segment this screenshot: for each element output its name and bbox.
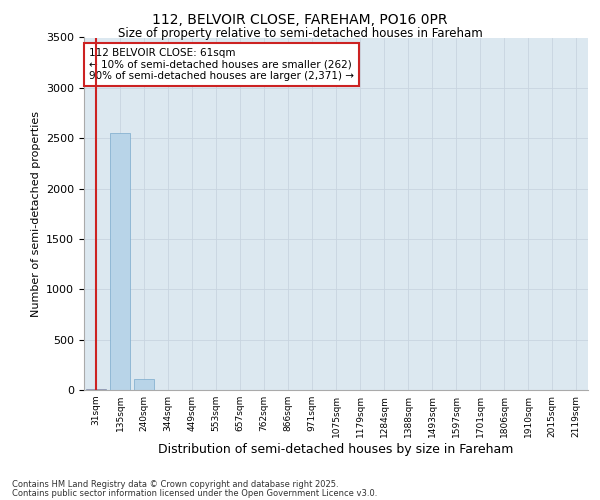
X-axis label: Distribution of semi-detached houses by size in Fareham: Distribution of semi-detached houses by … xyxy=(158,442,514,456)
Bar xyxy=(110,133,130,390)
Y-axis label: Number of semi-detached properties: Number of semi-detached properties xyxy=(31,111,41,317)
Text: 112 BELVOIR CLOSE: 61sqm
← 10% of semi-detached houses are smaller (262)
90% of : 112 BELVOIR CLOSE: 61sqm ← 10% of semi-d… xyxy=(89,48,354,82)
Text: 112, BELVOIR CLOSE, FAREHAM, PO16 0PR: 112, BELVOIR CLOSE, FAREHAM, PO16 0PR xyxy=(152,12,448,26)
Text: Contains public sector information licensed under the Open Government Licence v3: Contains public sector information licen… xyxy=(12,488,377,498)
Text: Size of property relative to semi-detached houses in Fareham: Size of property relative to semi-detach… xyxy=(118,28,482,40)
Bar xyxy=(134,380,154,390)
Text: Contains HM Land Registry data © Crown copyright and database right 2025.: Contains HM Land Registry data © Crown c… xyxy=(12,480,338,489)
